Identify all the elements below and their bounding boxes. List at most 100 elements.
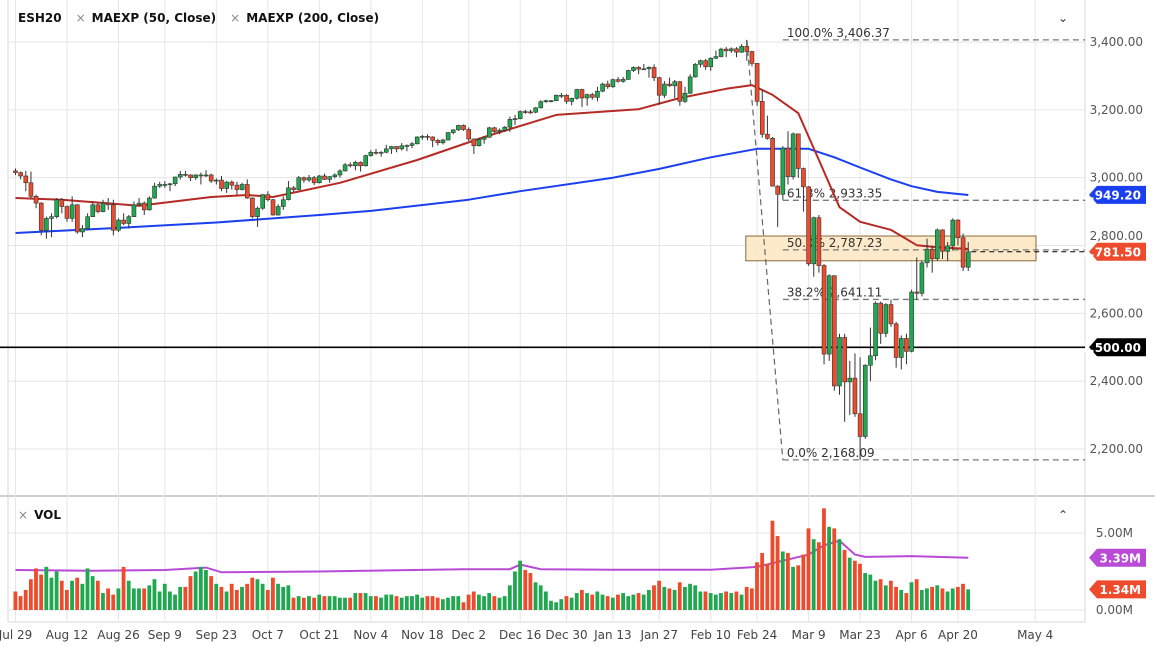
volume-bar [502,596,507,610]
fib-level-label: 0.0% 2,168.09 [787,446,875,460]
volume-bar [80,583,85,610]
legend-item-ma50[interactable]: × MAEXP (50, Close) [76,11,217,25]
candle-body [389,146,394,150]
volume-bar [451,596,456,610]
volume-bar [250,577,255,610]
chevron-down-icon[interactable]: ⌄ [1058,11,1069,25]
candle-body [502,126,508,131]
volume-bar [889,580,893,610]
volume-bar [368,596,373,610]
price-badge-label: 2,781.50 [1082,245,1141,259]
candle-body [703,60,708,68]
candle-body [311,177,317,184]
candle-body [677,81,683,102]
candle-body [234,184,240,190]
price-badge: 2,781.50 [1082,242,1146,261]
y-tick-label: 3,000.00 [1090,171,1143,185]
candle-body [528,111,533,114]
volume-ma-line [15,539,969,574]
volume-bar [688,583,692,610]
volume-badge-shape [1089,580,1146,599]
candle-body [878,302,884,334]
volume-bar [131,588,136,610]
candle-body [868,355,873,366]
volume-bar [487,593,492,610]
volume-bar [554,602,559,610]
legend-item-ma200[interactable]: × MAEXP (200, Close) [230,11,379,25]
volume-bar [101,593,105,610]
candle-body [909,291,914,352]
candle-body [945,245,950,252]
candle-body [548,100,554,102]
candle-body [512,118,518,120]
candle-body [486,127,492,138]
candle-body [85,216,90,229]
close-icon[interactable]: × [230,11,241,25]
volume-badge-shape [1089,548,1146,567]
candle-body [244,184,250,199]
volume-axis[interactable]: 5.00M 0.00M [1096,526,1133,617]
volume-bar [595,591,600,610]
volume-bar [13,591,18,610]
volume-bar [358,593,363,610]
candle-body [600,83,605,92]
x-tick-label: Dec 16 [499,628,541,642]
fib-level-label: 100.0% 3,406.37 [787,26,890,40]
candle-body [589,94,595,98]
candle-body [698,60,703,65]
close-icon[interactable]: × [75,11,86,25]
candle-body [631,67,636,71]
volume-bar [193,571,198,610]
close-icon[interactable]: × [18,508,29,522]
volume-bar [430,596,435,610]
volume-bar [229,583,234,610]
volume-bar [291,597,296,610]
chevron-up-icon[interactable]: ⌃ [1058,508,1069,522]
candle-body [574,89,580,99]
volume-bar [260,583,265,610]
volume-bar [39,574,44,610]
price-badge-label: 2,500.00 [1082,341,1141,355]
volume-bar [34,568,38,610]
volume-bar [126,580,131,610]
volume-bar [296,596,301,610]
candle-body [296,177,302,190]
volume-bar [59,580,64,610]
price-badge-label: 2,949.20 [1082,188,1141,202]
chart-legend: ESH20 × MAEXP (50, Close) × MAEXP (200, Cl… [18,11,379,25]
volume-bar [327,596,332,610]
volume-bar [183,586,188,610]
candle-body [862,364,868,437]
volume-bar [755,562,759,610]
volume-bar [806,528,811,610]
price-zone-rectangle[interactable] [745,235,1037,262]
price-badge: 2,500.00 [1082,338,1146,357]
candle-body [579,89,585,99]
volume-bar [518,560,522,610]
candle-body [821,265,827,355]
volume-bar [749,588,754,610]
price-axis[interactable]: 3,400.00 3,200.00 3,000.00 2,800.00 2,600.00… [1090,35,1143,456]
volume-bar [600,594,605,610]
volume-bar [909,582,914,610]
candle-body [924,248,930,264]
x-tick-label: Feb 10 [691,628,731,642]
candle-body [239,184,245,190]
volume-bar [255,579,260,610]
volume-bar [719,593,723,610]
volume-bar [482,596,486,610]
candle-body [188,174,193,178]
candle-body [656,77,662,96]
candle-body [569,98,575,102]
price-badge-shape [1089,242,1146,261]
volume-bar [90,576,95,610]
volume-badge-label: 1.34M [1099,583,1141,597]
candle-body [420,135,425,138]
candle-body [353,162,358,167]
candle-body [626,70,631,80]
volume-bar [564,596,569,610]
candle-body [713,56,719,59]
volume-bar [471,591,476,610]
volume-bar [883,585,888,610]
